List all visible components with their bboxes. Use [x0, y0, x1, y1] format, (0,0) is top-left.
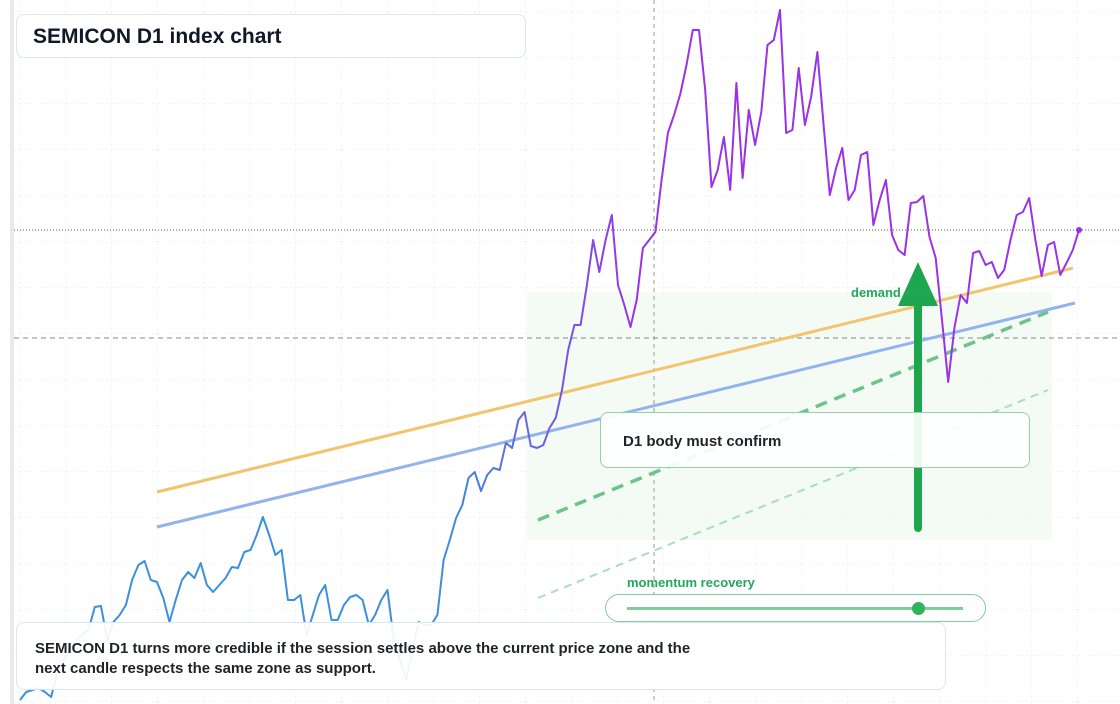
arrow-head: [898, 262, 938, 306]
trend-green: [537, 310, 1049, 522]
title: SEMICON D1 index chart: [33, 25, 282, 48]
last-point: [1076, 227, 1082, 233]
momentum-slider[interactable]: [605, 594, 986, 622]
confirm-box: D1 body must confirm: [600, 412, 1030, 468]
demand-label: demand side: [851, 285, 931, 300]
confirm-label: D1 body must confirm: [623, 433, 782, 450]
note: SEMICON D1 turns more credible if the se…: [35, 640, 691, 677]
momentum-label: momentum recovery: [627, 575, 755, 590]
slider-knob[interactable]: [912, 602, 925, 615]
left-edge: [10, 0, 14, 704]
price-line-series: [19, 9, 1080, 701]
title-box: SEMICON D1 index chart: [16, 14, 526, 58]
trend-green-light: [537, 389, 1049, 599]
note-box: SEMICON D1 turns more credible if the se…: [16, 622, 946, 690]
slider-track: [627, 607, 963, 610]
